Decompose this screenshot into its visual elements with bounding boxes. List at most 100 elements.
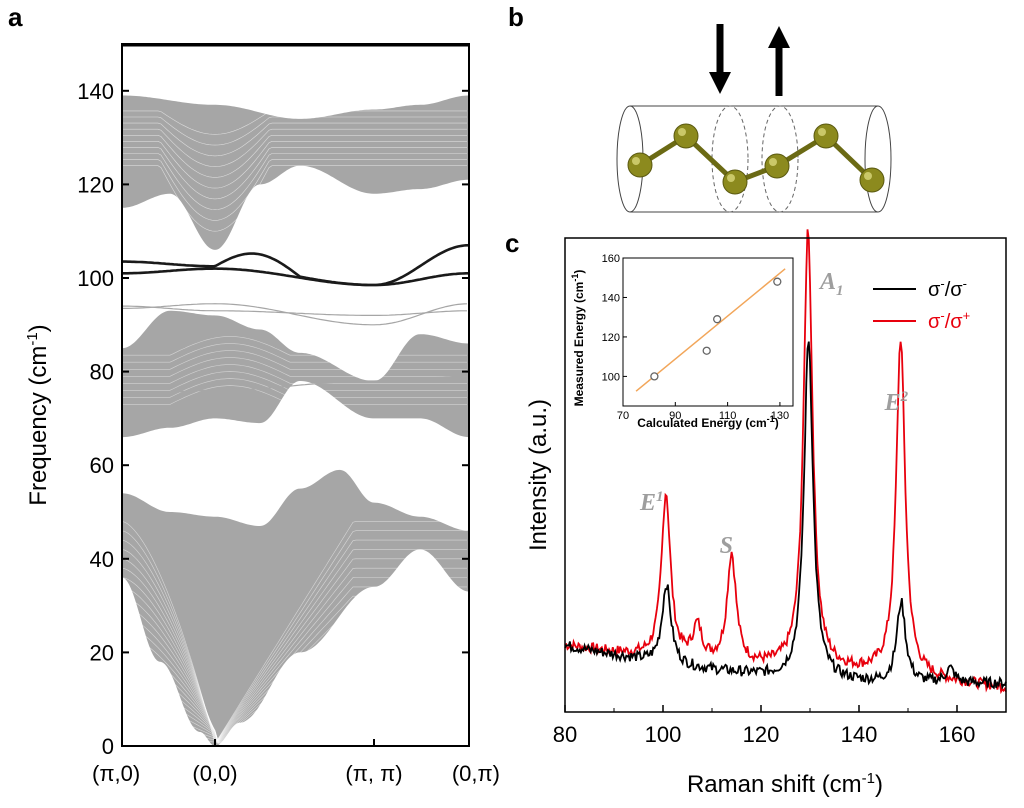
x-tick-label-c: 160 [939,722,976,747]
band-line [121,567,467,741]
atom [673,123,699,149]
fit-line [635,268,786,392]
band-line [121,521,467,745]
up-arrow-head-icon [768,26,790,48]
edge-bands [122,244,468,287]
legend-label-copolarized: σ-/σ- [928,276,967,301]
band-line [122,110,467,135]
peak-label: E1 [639,489,664,516]
raman-series-copolarized [564,341,1007,690]
x-tick-label-a: (π,0) [92,761,140,786]
legend: σ-/σ- σ-/σ+ [873,276,970,333]
edge-band-1 [122,244,468,287]
plot-frame-c [564,237,1007,713]
band-line [121,670,467,743]
band-line [122,364,467,384]
band-line [121,558,467,741]
y-ticks-a: 0 20 40 60 80 100 120 140 [77,79,469,759]
y-tick-label-a: 120 [77,172,114,197]
band-line [121,652,467,743]
top-border-a [122,44,469,47]
middle-band-cluster [122,310,469,438]
y-axis-label-c: Intensity (a.u.) [525,399,552,551]
band-line [122,343,467,363]
data-point [650,372,659,381]
panel-label-c: c [505,228,519,258]
acoustic-band-cluster [122,469,469,746]
y-tick-label-a: 140 [77,79,114,104]
band-line [121,614,467,742]
raman-spectrum-chart: 80 100 120 140 160 Raman shift (cm-1) Intens… [525,229,1007,798]
atom-highlight [727,174,735,182]
band-structure-chart: 0 20 40 60 80 100 120 140 (π,0) (0,0) (π, π) (0,π)… [24,43,500,786]
inset-content: 70 90 110 130 100 120 140 160 [602,253,789,422]
atom-highlight [769,158,777,166]
edge-band-2 [122,267,468,287]
band-line [122,305,467,316]
raman-series-cross-polarized [564,229,1007,695]
cylinder-right-cap [864,105,892,213]
band-line [122,141,467,189]
atom-highlight [818,128,826,136]
band-line [122,357,467,377]
atom [627,152,653,178]
y-tick-label-a: 40 [90,547,114,572]
inset-scatter-chart: 70 90 110 130 100 120 140 160 Calculated Energy… [570,253,794,430]
atom-highlight [632,157,640,165]
x-axis-label-c: Raman shift (cm-1) [687,770,883,798]
band-line [121,708,467,744]
y-tick-label-a: 20 [90,640,114,665]
inset-x-tick-label: 110 [719,410,737,422]
band-line [121,577,467,741]
inset-y-tick-label: 100 [602,371,620,383]
peak-label: S [720,533,733,559]
inset-y-tick-label: 120 [602,332,620,344]
band-line [122,165,467,232]
chain-atoms [627,123,885,195]
atom [722,169,748,195]
inset-y-tick-label: 160 [602,253,620,265]
band-line [122,147,467,200]
atom-highlight [864,172,872,180]
band-line [121,736,467,744]
atom [813,123,839,149]
band-line [122,371,467,391]
band-line [121,595,467,742]
peak-labels: E1 S A1 E2 [639,269,909,559]
band-line [121,586,467,741]
y-tick-label-a: 80 [90,360,114,385]
down-arrow-head-icon [709,72,731,94]
x-tick-label-c: 120 [743,722,780,747]
panel-label-b: b [508,2,524,32]
bulk-band-clusters [121,95,469,746]
band-line [121,530,467,743]
band-line-texture [121,110,467,745]
band-line [122,375,467,396]
data-point [773,277,782,286]
band-line [122,385,467,405]
panel-label-a: a [8,2,23,32]
y-tick-label-a: 100 [77,266,114,291]
band-line [121,605,467,742]
atom [764,153,790,179]
data-point [702,346,711,355]
node-ring-2 [761,105,799,213]
raman-series [564,229,1007,695]
band-line [121,689,467,743]
atom [859,167,885,193]
band-line [122,303,468,326]
band-line [122,122,467,157]
chain-bonds [638,132,874,185]
y-tick-label-a: 60 [90,453,114,478]
band-line [121,642,467,743]
legend-label-cross-polarized: σ-/σ+ [928,308,970,333]
x-ticks-c: 80 100 120 140 160 [553,705,976,747]
x-tick-label-a: (0,0) [192,761,237,786]
band-line [121,698,467,744]
band-line [122,727,467,744]
node-ring-1 [711,105,749,213]
band-line [121,680,467,743]
inset-x-tick-label: 90 [669,410,681,422]
band-line [121,539,467,740]
